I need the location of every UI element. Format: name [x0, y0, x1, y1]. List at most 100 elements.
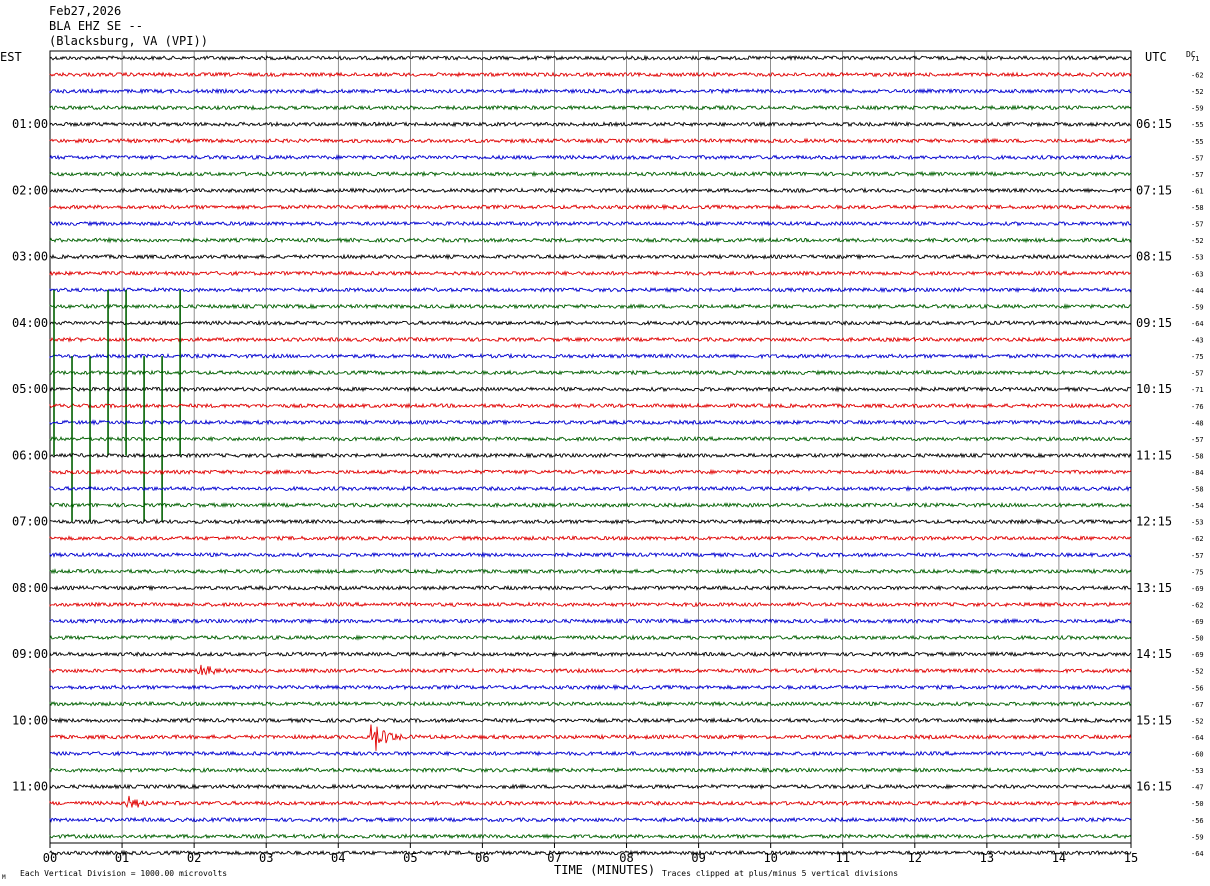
utc-hour-label: 13:15: [1136, 581, 1172, 595]
dc-offset-label: -55: [1191, 121, 1204, 129]
trace-line: [49, 617, 1132, 625]
utc-hour-label: 09:15: [1136, 316, 1172, 330]
trace-line: [49, 170, 1132, 178]
dc-offset-label: -47: [1191, 784, 1204, 792]
dc-offset-label: -61: [1191, 187, 1204, 195]
dc-offset-label: -59: [1191, 833, 1204, 841]
trace-line: [49, 535, 1132, 542]
trace-line: [49, 584, 1132, 592]
trace-line: [49, 352, 1132, 360]
dc-offset-label: -57: [1191, 436, 1204, 444]
trace-line: [49, 766, 1132, 774]
plot-frame: [49, 50, 1132, 844]
dc-offset-label: -50: [1191, 635, 1204, 643]
x-tick-label: 06: [475, 851, 489, 865]
trace-line: [49, 435, 1132, 443]
dc-offset-label: -57: [1191, 370, 1204, 378]
trace-line: [49, 369, 1132, 377]
dc-offset-label: -64: [1191, 734, 1204, 742]
trace-line: [49, 253, 1132, 261]
trace-line: [49, 270, 1132, 277]
dc-offset-label: -62: [1191, 601, 1204, 609]
scale-note: Each Vertical Division = 1000.00 microvo…: [20, 869, 227, 878]
right-timezone-label: UTC: [1145, 50, 1167, 64]
dc-offset-label: -59: [1191, 303, 1204, 311]
utc-hour-label: 14:15: [1136, 647, 1172, 661]
x-tick-label: 01: [115, 851, 129, 865]
trace-line: [49, 783, 1132, 790]
trace-line: [49, 154, 1132, 161]
trace-line: [49, 87, 1132, 95]
x-tick-label: 15: [1124, 851, 1138, 865]
dc-offset-labels: 71 -62 -52 -59 -55 -55 -57 -57 -61 -58 -57 -52 -53 -6…: [1191, 55, 1204, 858]
seismic-traces: [49, 54, 1132, 857]
x-axis-ticks: 00 01 02 03 04 05 06 07 08 09 10 11 12 13 14 15: [43, 843, 1138, 865]
dc-offset-label: -52: [1191, 237, 1204, 245]
dc-offset-label: -67: [1191, 701, 1204, 709]
dc-offset-label: -57: [1191, 552, 1204, 560]
clip-note: Traces clipped at plus/minus 5 vertical …: [662, 869, 898, 878]
x-tick-label: 08: [619, 851, 633, 865]
utc-hour-label: 08:15: [1136, 250, 1172, 264]
trace-line: [49, 236, 1132, 244]
minute-gridlines: [49, 50, 1132, 844]
dc-offset-label: -62: [1191, 72, 1204, 80]
trace-line: [49, 137, 1132, 145]
dc-offset-label: -50: [1191, 800, 1204, 808]
dc-offset-label: -59: [1191, 105, 1204, 113]
x-axis-title: TIME (MINUTES): [554, 863, 655, 877]
trace-line: [49, 664, 1132, 676]
dc-offset-label: -53: [1191, 519, 1204, 527]
trace-line: [49, 187, 1132, 194]
trace-line: [49, 724, 1132, 751]
date-label: Feb27,2026: [49, 4, 121, 18]
x-tick-label: 14: [1052, 851, 1066, 865]
trace-line: [49, 385, 1132, 393]
trace-line: [49, 468, 1132, 476]
location-label: (Blacksburg, VA (VPI)): [49, 34, 208, 48]
x-tick-label: 07: [547, 851, 561, 865]
trace-line: [49, 54, 1132, 62]
dc-offset-label: -58: [1191, 204, 1204, 212]
dc-offset-label: -69: [1191, 618, 1204, 626]
utc-hour-label: 11:15: [1136, 448, 1172, 462]
x-tick-label: 04: [331, 851, 345, 865]
trace-line: [49, 832, 1132, 840]
est-hour-label: 06:00: [12, 448, 48, 462]
utc-hour-label: 07:15: [1136, 183, 1172, 197]
est-hour-label: 03:00: [12, 250, 48, 264]
x-tick-label: 00: [43, 851, 57, 865]
x-tick-label: 10: [763, 851, 777, 865]
dc-offset-label: -54: [1191, 502, 1204, 510]
est-hour-labels: 01:00 02:00 03:00 04:00 05:00 06:00 07:00 08:00…: [12, 117, 48, 793]
dc-offset-label: -75: [1191, 568, 1204, 576]
est-hour-label: 09:00: [12, 647, 48, 661]
dc-offset-label: -52: [1191, 88, 1204, 96]
trace-line: [49, 501, 1132, 509]
dc-offset-label: -44: [1191, 287, 1204, 295]
station-label: BLA EHZ SE --: [49, 19, 143, 33]
est-hour-label: 01:00: [12, 117, 48, 131]
dc-offset-label: -64: [1191, 850, 1204, 858]
utc-hour-label: 06:15: [1136, 117, 1172, 131]
trace-line: [49, 319, 1132, 327]
trace-line: [49, 650, 1132, 658]
trace-line: [49, 700, 1132, 708]
dc-offset-label: -48: [1191, 419, 1204, 427]
dc-offset-label: -64: [1191, 320, 1204, 328]
x-tick-label: 09: [691, 851, 705, 865]
trace-line: [49, 120, 1131, 128]
left-timezone-label: EST: [0, 50, 22, 64]
trace-line: [49, 717, 1132, 724]
trace-line: [49, 634, 1132, 641]
utc-hour-label: 16:15: [1136, 780, 1172, 794]
trace-line: [49, 286, 1132, 294]
trace-line: [49, 220, 1132, 227]
trace-line: [49, 683, 1132, 691]
trace-line: [49, 816, 1132, 823]
est-hour-label: 08:00: [12, 581, 48, 595]
dc-column-header: DC: [1186, 50, 1196, 59]
trace-line: [49, 750, 1132, 757]
trace-line: [49, 568, 1132, 575]
est-hour-label: 02:00: [12, 183, 48, 197]
